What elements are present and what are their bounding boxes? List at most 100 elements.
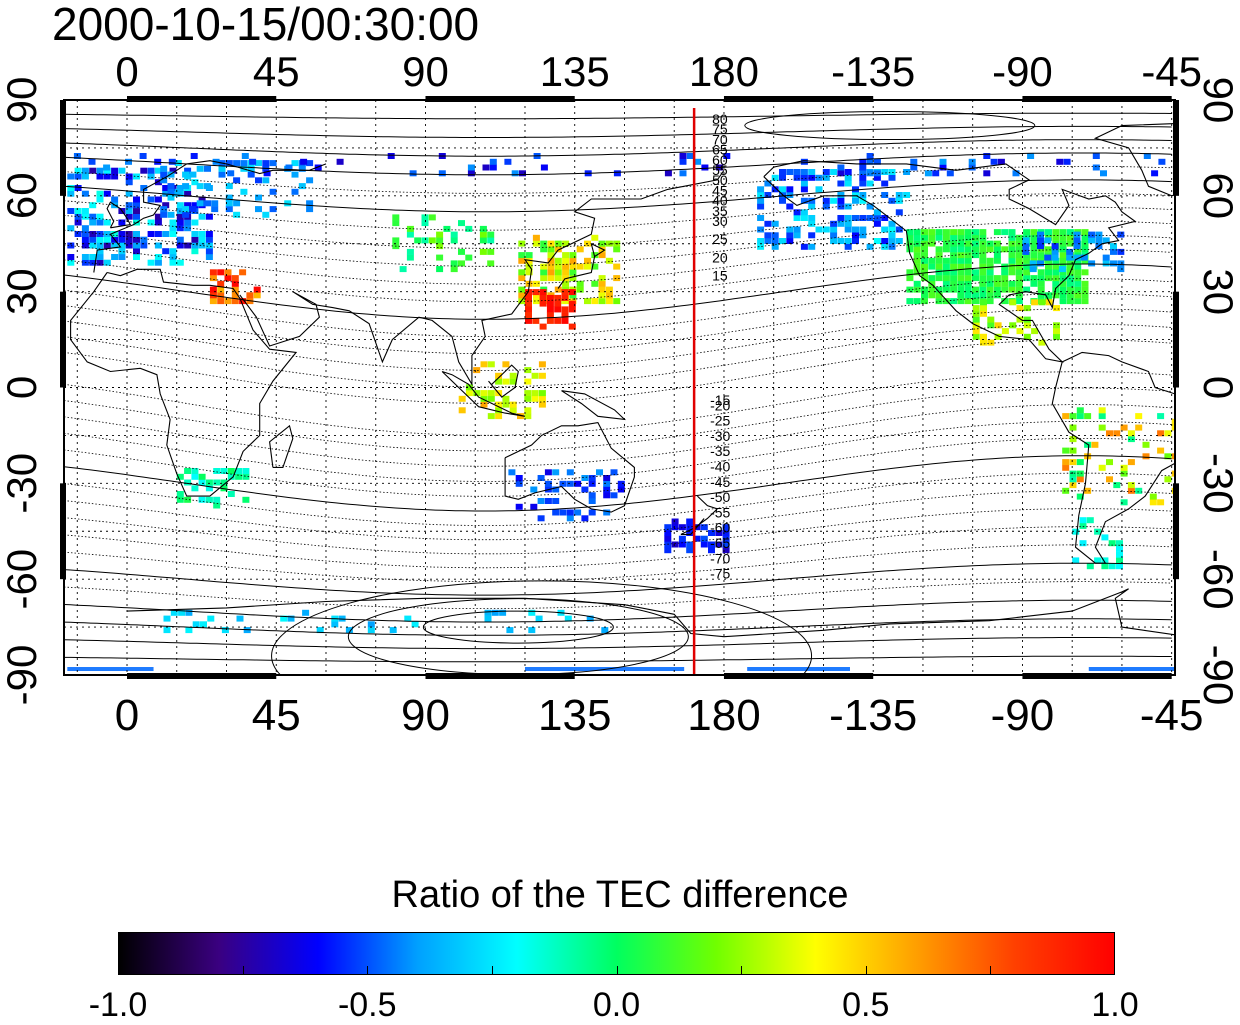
top-lon-label: -45 (1141, 48, 1202, 95)
tec-cell (487, 390, 495, 397)
tec-cell (125, 208, 133, 214)
tec-cell (205, 479, 213, 486)
tec-cell (421, 220, 429, 227)
tec-cell (74, 208, 82, 214)
tec-cell (881, 226, 889, 233)
contour-line (64, 655, 1172, 663)
tec-cell (525, 294, 532, 301)
tec-cell (1091, 441, 1099, 448)
tec-cell (89, 242, 97, 249)
tec-cell (458, 407, 466, 414)
tec-cell (1059, 286, 1067, 293)
tec-cell (421, 237, 429, 244)
tec-cell (598, 286, 606, 293)
top-lon-label: 0 (115, 48, 138, 95)
tec-cell (118, 242, 126, 249)
tec-cell (540, 164, 548, 171)
tec-cell (531, 390, 539, 397)
tec-cell (191, 236, 199, 243)
tec-cell (532, 298, 540, 305)
tec-cell (588, 509, 596, 516)
tec-cell (1001, 269, 1009, 276)
coastline (680, 495, 719, 535)
tec-cell (1142, 453, 1150, 460)
tec-cell (1062, 464, 1070, 471)
tec-cell (213, 468, 221, 474)
tec-cell (1052, 229, 1060, 236)
tec-cell (184, 225, 192, 232)
tec-cell (942, 229, 950, 236)
tec-cell (169, 167, 177, 174)
tec-cell (1023, 257, 1031, 264)
tec-cell (133, 254, 140, 260)
tec-cell (852, 215, 859, 221)
tec-cell (610, 492, 618, 499)
tec-cell (873, 170, 881, 177)
tec-cell (700, 535, 708, 542)
tec-cell (986, 257, 994, 264)
tec-cell (450, 231, 458, 238)
tec-cell (540, 246, 548, 253)
frame-ticks (60, 96, 1179, 679)
tec-cell (722, 547, 730, 554)
tec-cell (950, 246, 958, 253)
tec-cell (598, 292, 606, 299)
tec-cell (184, 167, 192, 174)
tec-cell (566, 509, 574, 516)
tec-cell (888, 197, 896, 204)
tec-cell (103, 167, 111, 174)
tec-cell (1202, 159, 1209, 165)
tec-cell (1045, 229, 1052, 236)
tec-cell (613, 246, 621, 253)
tec-cell (664, 524, 672, 531)
tec-cell (1171, 424, 1175, 431)
tec-cell (554, 286, 562, 293)
tec-cell (913, 280, 921, 287)
tec-cell (935, 229, 943, 236)
tec-cell (532, 317, 540, 324)
tec-cell (1008, 257, 1016, 264)
right-lat-label: -90 (1195, 645, 1240, 706)
tec-cell (921, 257, 928, 264)
tec-cell (591, 298, 599, 305)
tec-cell (111, 242, 119, 249)
tec-cell (1052, 234, 1060, 241)
tec-cell (160, 206, 168, 213)
tec-cell (980, 299, 987, 306)
tec-cell (1127, 482, 1135, 489)
tec-cell (1080, 254, 1088, 261)
tec-cell (808, 220, 816, 227)
tec-cell (957, 257, 965, 264)
tec-cell (569, 275, 577, 282)
left-lat-label: -60 (0, 549, 45, 610)
tec-cell (771, 220, 779, 227)
tec-cell (1059, 229, 1067, 236)
tec-cell (603, 486, 611, 493)
tec-cell (125, 158, 132, 165)
tec-cell (1088, 260, 1096, 267)
tec-cell (779, 174, 786, 181)
tec-cell (160, 165, 168, 172)
tec-cell (1098, 464, 1106, 471)
tec-cell (957, 280, 965, 287)
tec-cell (1022, 237, 1030, 244)
tec-cell (928, 263, 936, 270)
tec-cell (530, 486, 538, 493)
tec-cell (225, 194, 233, 201)
tec-cell (924, 170, 932, 177)
tec-cell (1117, 231, 1125, 238)
tec-cell (167, 183, 175, 190)
tec-cell (480, 361, 488, 368)
tec-cell (584, 263, 591, 270)
tec-cell (81, 167, 89, 174)
tec-cell (154, 242, 162, 249)
tec-cell (793, 174, 801, 181)
tec-cell (1135, 413, 1143, 420)
tec-cell (903, 192, 911, 198)
tec-cell (205, 248, 213, 255)
tec-cell (552, 486, 560, 493)
tec-cell (1074, 269, 1082, 276)
tec-cell (1179, 488, 1186, 494)
tec-cell (1045, 263, 1052, 270)
tec-cell (162, 248, 170, 255)
